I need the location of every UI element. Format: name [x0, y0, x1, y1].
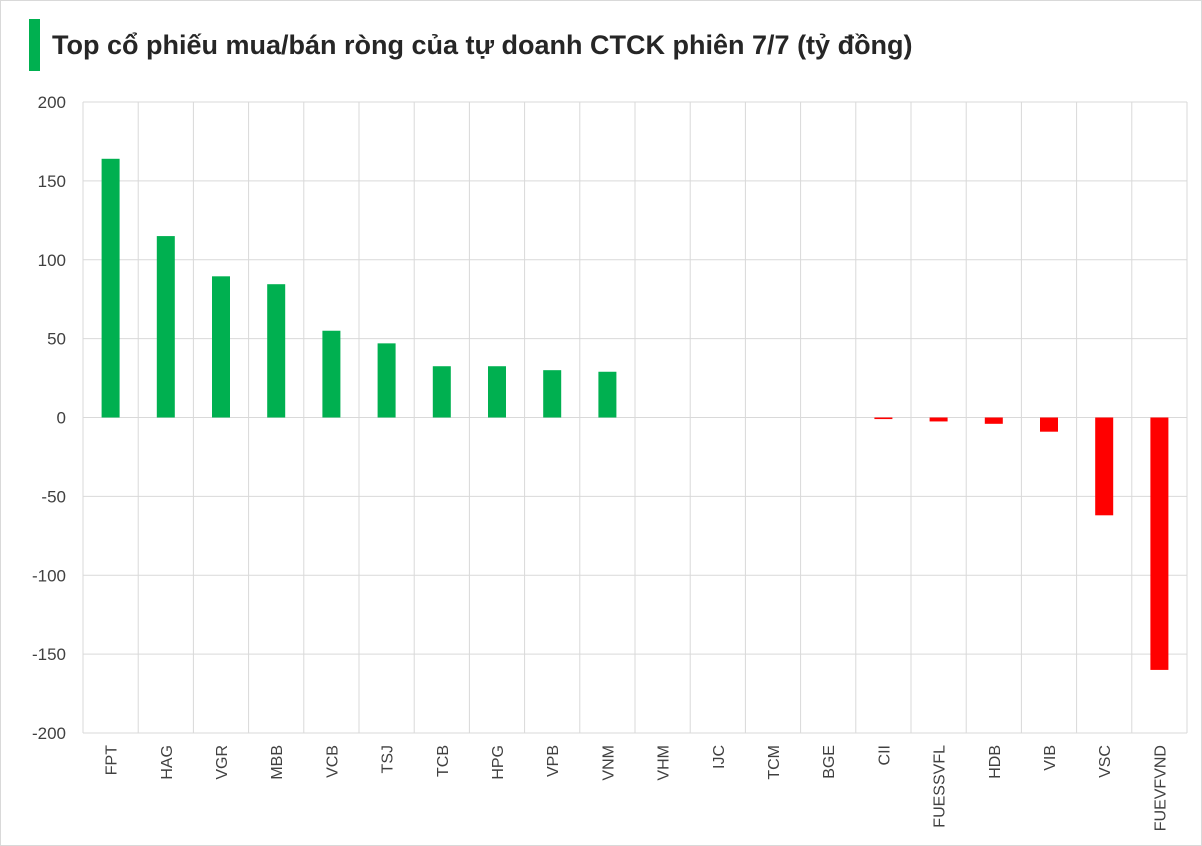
bar-tcb — [432, 366, 451, 418]
y-tick-label: -150 — [32, 645, 66, 664]
x-tick-label: HAG — [159, 745, 176, 780]
bar-fuevfvnd — [1150, 417, 1169, 670]
y-tick-label: -50 — [41, 487, 66, 506]
bar-vsc — [1095, 417, 1114, 516]
x-tick-label: FUESSVFL — [932, 745, 949, 828]
x-tick-label: MBB — [269, 745, 286, 780]
bar-vgr — [212, 276, 230, 418]
bar-tsj — [377, 343, 396, 418]
x-tick-label: TSJ — [380, 745, 397, 773]
x-tick-label: VGR — [214, 745, 231, 780]
y-tick-label: 100 — [38, 251, 66, 270]
y-tick-label: 150 — [38, 172, 66, 191]
bar-fuessvfl — [929, 417, 948, 422]
y-tick-label: 0 — [57, 409, 66, 428]
x-tick-label: TCB — [435, 745, 452, 777]
bar-vcb — [322, 330, 341, 418]
y-tick-label: -100 — [32, 566, 66, 585]
y-tick-label: 200 — [38, 93, 66, 112]
bar-hag — [156, 236, 175, 418]
x-tick-label: VNM — [600, 745, 617, 781]
x-tick-label: VIB — [1042, 745, 1059, 771]
bar-mbb — [267, 284, 286, 418]
x-tick-label: IJC — [711, 745, 728, 769]
x-tick-label: BGE — [821, 745, 838, 779]
x-tick-label: CII — [876, 745, 893, 765]
x-tick-label: HDB — [987, 745, 1004, 779]
x-tick-label: HPG — [490, 745, 507, 780]
bar-vib — [1040, 417, 1058, 432]
title-accent-bar — [29, 19, 40, 71]
bar-fpt — [101, 158, 120, 418]
bar-vnm — [598, 371, 617, 418]
x-tick-label: FUEVFVND — [1152, 745, 1169, 831]
chart-title: Top cổ phiếu mua/bán ròng của tự doanh C… — [52, 29, 913, 60]
bar-hpg — [488, 366, 506, 418]
y-tick-label: 50 — [47, 330, 66, 349]
bar-hdb — [984, 417, 1003, 424]
x-tick-label: VHM — [656, 745, 673, 781]
x-tick-label: FPT — [104, 745, 121, 775]
x-tick-label: TCM — [766, 745, 783, 780]
x-tick-label: VSC — [1097, 745, 1114, 778]
x-tick-label: VCB — [324, 745, 341, 778]
bar-cii — [874, 417, 893, 420]
bar-vpb — [543, 370, 562, 418]
x-tick-label: VPB — [545, 745, 562, 777]
y-tick-label: -200 — [32, 724, 66, 743]
title-row: Top cổ phiếu mua/bán ròng của tự doanh C… — [29, 19, 913, 71]
